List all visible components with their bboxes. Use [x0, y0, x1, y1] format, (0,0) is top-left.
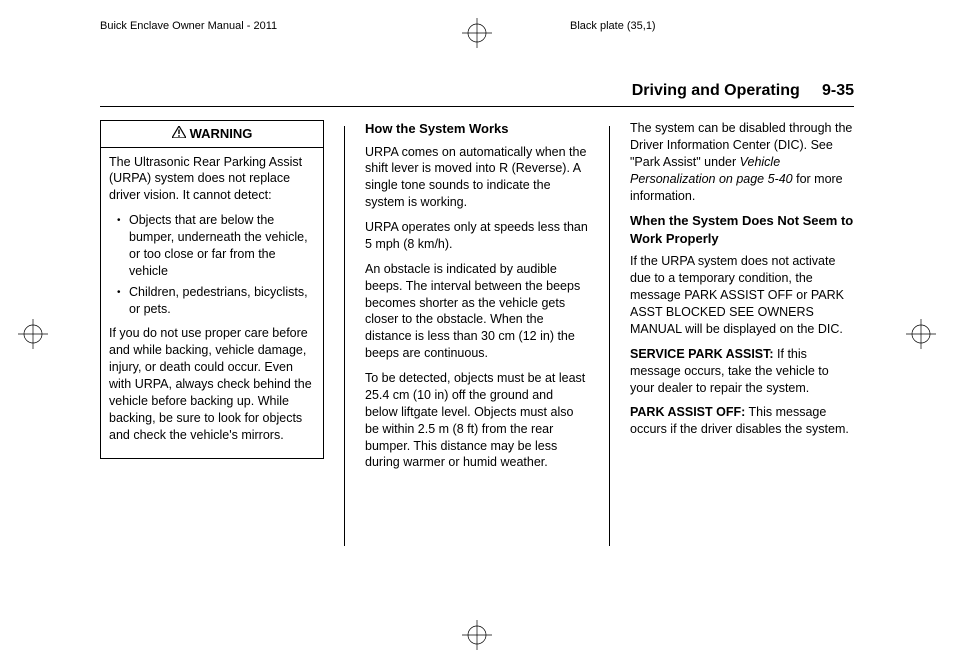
page: Buick Enclave Owner Manual - 2011 Black …: [0, 0, 954, 668]
message-label: PARK ASSIST OFF:: [630, 405, 745, 419]
content-columns: WARNING The Ultrasonic Rear Parking Assi…: [100, 120, 854, 546]
message-label: SERVICE PARK ASSIST:: [630, 347, 774, 361]
body-text: If the URPA system does not activate due…: [630, 253, 854, 337]
column-1: WARNING The Ultrasonic Rear Parking Assi…: [100, 120, 324, 546]
body-text: An obstacle is indicated by audible beep…: [365, 261, 589, 362]
warning-list-item: Children, pedestrians, bicyclists, or pe…: [129, 284, 315, 318]
doc-title-left: Buick Enclave Owner Manual - 2011: [100, 20, 277, 32]
body-text: To be detected, objects must be at least…: [365, 370, 589, 471]
warning-title: WARNING: [101, 121, 323, 148]
body-text: PARK ASSIST OFF: This message occurs if …: [630, 404, 854, 438]
not-working-heading: When the System Does Not Seem to Work Pr…: [630, 212, 854, 247]
column-2: How the System Works URPA comes on autom…: [365, 120, 589, 546]
warning-list-item: Objects that are below the bumper, under…: [129, 212, 315, 280]
doc-title-right: Black plate (35,1): [570, 20, 656, 32]
column-3: The system can be disabled through the D…: [630, 120, 854, 546]
column-divider: [609, 126, 610, 546]
section-header: Driving and Operating 9-35: [632, 82, 854, 100]
header-rule: [100, 106, 854, 107]
warning-footer: If you do not use proper care before and…: [109, 325, 315, 443]
body-text: SERVICE PARK ASSIST: If this message occ…: [630, 346, 854, 397]
warning-label: WARNING: [190, 125, 253, 143]
body-text: The system can be disabled through the D…: [630, 120, 854, 204]
warning-intro: The Ultrasonic Rear Parking Assist (URPA…: [109, 154, 315, 205]
page-number: 9-35: [822, 82, 854, 99]
warning-body: The Ultrasonic Rear Parking Assist (URPA…: [101, 148, 323, 458]
how-system-works-heading: How the System Works: [365, 120, 589, 138]
warning-list: Objects that are below the bumper, under…: [109, 212, 315, 317]
crop-mark-bottom-icon: [462, 620, 492, 650]
body-text: URPA comes on automatically when the shi…: [365, 144, 589, 212]
warning-triangle-icon: [172, 125, 186, 143]
column-divider: [344, 126, 345, 546]
crop-mark-top-icon: [462, 18, 492, 48]
crop-mark-left-icon: [18, 319, 48, 349]
warning-box: WARNING The Ultrasonic Rear Parking Assi…: [100, 120, 324, 459]
crop-mark-right-icon: [906, 319, 936, 349]
section-title: Driving and Operating: [632, 82, 800, 99]
body-text: URPA operates only at speeds less than 5…: [365, 219, 589, 253]
